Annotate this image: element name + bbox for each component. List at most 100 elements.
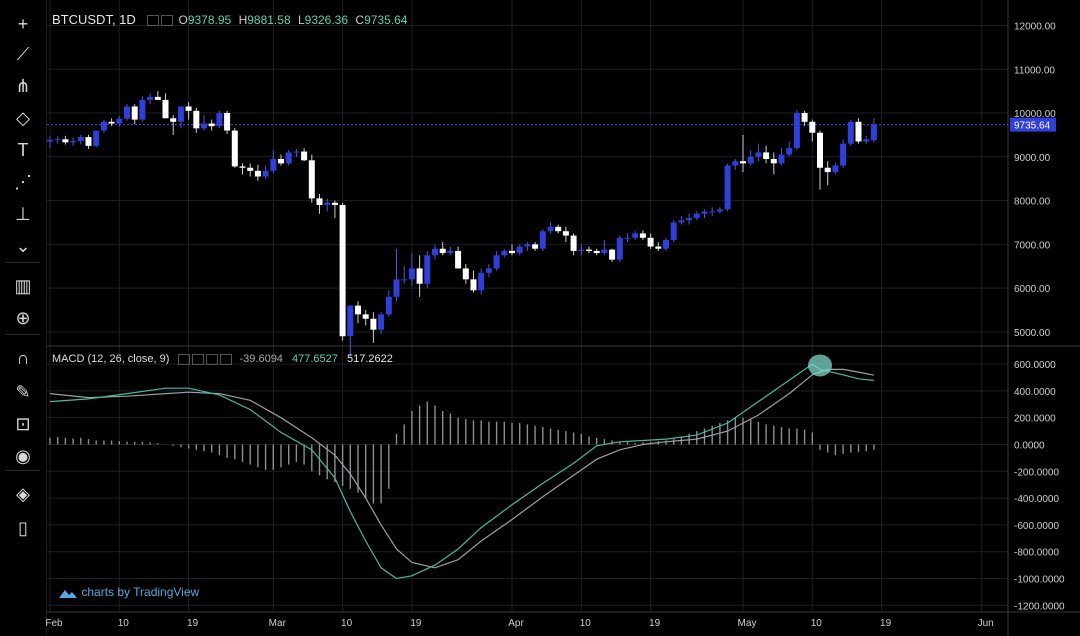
- candle-body: [139, 99, 146, 120]
- candle-body: [478, 272, 485, 291]
- signal-line: [49, 368, 875, 569]
- candle-body: [385, 296, 392, 315]
- candle-body: [670, 222, 677, 240]
- chevron-down-icon[interactable]: ⌄: [15, 235, 31, 256]
- candle-body: [370, 318, 377, 330]
- price-tick-label: 10000.00: [1014, 109, 1056, 120]
- candle-body: [270, 158, 277, 171]
- macd-title[interactable]: MACD (12, 26, close, 9): [52, 353, 170, 365]
- candle-body: [77, 137, 84, 142]
- candle-body: [655, 246, 662, 249]
- open-value: 9378.95: [187, 13, 232, 27]
- candle-body: [401, 279, 408, 281]
- candle-body: [231, 130, 238, 167]
- candle-body: [462, 268, 469, 280]
- price-tick-label: 6000.00: [1014, 284, 1051, 295]
- lock-icon[interactable]: ⊡: [15, 413, 31, 434]
- tradingview-watermark[interactable]: charts by TradingView: [58, 585, 199, 599]
- candle-body: [832, 165, 839, 173]
- macd-tick-label: -800.0000: [1014, 548, 1059, 559]
- legend-settings-icon[interactable]: [147, 13, 175, 27]
- candle-body: [470, 279, 477, 291]
- candle-body: [778, 154, 785, 164]
- candle-body: [824, 167, 831, 173]
- candle-body: [485, 268, 492, 273]
- candle-body: [116, 118, 123, 124]
- candle-body: [185, 106, 192, 111]
- macd-tick-label: -1000.0000: [1014, 574, 1065, 585]
- close-label: C: [355, 13, 365, 27]
- text-icon[interactable]: T: [17, 139, 29, 160]
- candle-body: [493, 255, 500, 269]
- time-tick-label: Mar: [269, 618, 287, 629]
- macd-legend: MACD (12, 26, close, 9) -39.6094 477.652…: [52, 353, 393, 365]
- candle-body: [408, 268, 415, 280]
- macd-settings-icon[interactable]: [178, 353, 234, 365]
- candle-body: [516, 246, 523, 254]
- candle-body: [224, 113, 231, 131]
- toolbar-separator: [6, 470, 40, 471]
- candle-body: [416, 268, 423, 284]
- macd-tick-label: -200.0000: [1014, 467, 1059, 478]
- crosshair-icon[interactable]: +: [17, 13, 29, 34]
- macd-tick-label: 400.0000: [1014, 387, 1056, 398]
- candle-body: [693, 213, 700, 219]
- low-value: 9326.36: [304, 13, 349, 27]
- tradingview-logo-icon: [58, 587, 78, 599]
- candle-body: [254, 170, 261, 177]
- candle-body: [93, 130, 100, 146]
- time-tick-label: May: [738, 618, 757, 629]
- lock-drawings-icon[interactable]: ✎: [15, 381, 31, 402]
- pattern-icon[interactable]: ⋰: [14, 171, 32, 192]
- candle-body: [870, 124, 877, 141]
- candle-body: [639, 233, 646, 238]
- candle-body: [170, 118, 177, 122]
- candle-body: [378, 314, 385, 330]
- candle-body: [555, 226, 562, 232]
- trash-icon[interactable]: ▯: [18, 517, 28, 538]
- eye-icon[interactable]: ◉: [15, 445, 31, 466]
- candle-body: [432, 248, 438, 256]
- indicators-icon[interactable]: ▥: [14, 275, 32, 296]
- candle-body: [54, 139, 61, 141]
- candle-body: [609, 249, 616, 260]
- candle-body: [70, 141, 77, 143]
- candle-body: [847, 121, 854, 144]
- candle-body: [763, 152, 770, 159]
- candle-body: [709, 211, 716, 213]
- candle-body: [770, 158, 777, 164]
- candle-body: [547, 226, 554, 232]
- brush-icon[interactable]: ◇: [16, 107, 30, 128]
- candle-body: [278, 158, 284, 164]
- candle-body: [716, 209, 723, 212]
- candle-body: [131, 106, 138, 120]
- pitchfork-icon[interactable]: ⋔: [15, 75, 31, 96]
- last-price-badge: [1010, 117, 1056, 132]
- layers-icon[interactable]: ◈: [16, 483, 30, 504]
- time-tick-label: 19: [187, 618, 199, 629]
- trend-line-icon[interactable]: ⟋: [16, 43, 30, 64]
- ruler-icon[interactable]: ⊥: [15, 203, 31, 224]
- candle-body: [316, 198, 323, 205]
- candle-body: [586, 249, 592, 251]
- candle-body: [339, 204, 346, 337]
- candle-body: [247, 167, 254, 171]
- zoom-icon[interactable]: ⊕: [15, 307, 31, 328]
- magnet-icon[interactable]: ∩: [16, 347, 30, 368]
- time-tick-label: 10: [811, 618, 823, 629]
- high-label: H: [238, 13, 248, 27]
- symbol-title[interactable]: BTCUSDT, 1D: [52, 12, 136, 27]
- candle-body: [324, 202, 331, 205]
- crossover-highlight: [808, 354, 832, 377]
- candle-body: [601, 249, 608, 254]
- time-tick-label: Jun: [978, 618, 994, 629]
- macd-line-value: 477.6527: [292, 353, 338, 365]
- time-tick-label: 19: [880, 618, 892, 629]
- time-tick-label: 10: [341, 618, 353, 629]
- candle-body: [809, 121, 816, 133]
- close-value: 9735.64: [364, 13, 408, 27]
- open-label: O: [178, 13, 188, 27]
- candle-body: [701, 211, 708, 214]
- candle-body: [632, 233, 639, 238]
